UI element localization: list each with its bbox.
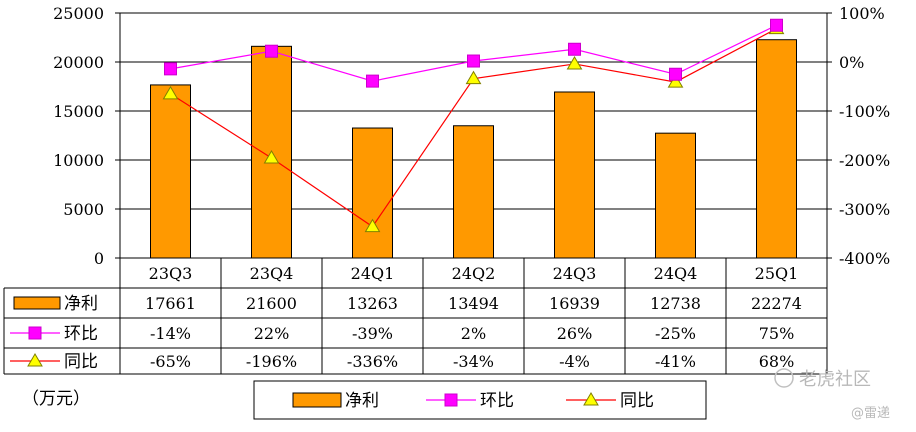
yoy-point-23Q3: [162, 85, 179, 100]
yoy-point-24Q4: [667, 74, 684, 88]
table-cell: 16939: [549, 294, 600, 313]
y-tick-label: 0: [94, 249, 104, 268]
table-cell: -196%: [246, 352, 297, 371]
table-cell: 21600: [246, 294, 297, 313]
bar-24Q1: [352, 127, 393, 259]
y-tick-label: 15000: [53, 102, 104, 121]
y2-tick-label: -400%: [839, 249, 890, 268]
legend-key-bar: [292, 392, 342, 408]
legend: 净利 环比 同比: [253, 380, 707, 420]
row-header-label: 环比: [64, 324, 98, 344]
axes-group: 0 5000 10000 15000 20000 25000 -400% -300% -200%…: [53, 4, 890, 268]
yoy-point-24Q1: [364, 218, 381, 233]
yoy-point-23Q4: [263, 150, 280, 164]
qoq-point-24Q4: [669, 67, 682, 81]
table-cell: -39%: [352, 324, 393, 343]
qoq-point-24Q3: [568, 42, 581, 56]
y-tick-label: 5000: [63, 200, 104, 219]
y-tick-label: 10000: [53, 151, 104, 170]
legend-key-marker: [583, 392, 599, 406]
x-tick-label: 24Q4: [654, 264, 698, 283]
bar-24Q2: [453, 125, 494, 259]
bar-24Q3: [554, 91, 595, 259]
table-cell: -34%: [453, 352, 494, 371]
table-cell: 12738: [650, 294, 701, 313]
table-cell: 13494: [448, 294, 499, 313]
table-cell: -41%: [655, 352, 696, 371]
misc-group: （万元） 老虎社区 @雷递: [22, 368, 890, 421]
bar-23Q3: [150, 84, 191, 259]
x-tick-label: 25Q1: [755, 264, 799, 283]
legend-label: 环比: [480, 391, 514, 411]
table-cell: -14%: [150, 324, 191, 343]
table-cell: 2%: [461, 324, 486, 343]
bar-25Q1: [756, 39, 797, 259]
qoq-point-24Q2: [467, 54, 480, 68]
table-cell: 75%: [759, 324, 795, 343]
table-cell: 22274: [751, 294, 802, 313]
legend-label: 净利: [345, 391, 379, 411]
watermark-text: 老虎社区: [799, 369, 871, 390]
y2-tick-label: 100%: [839, 4, 885, 23]
yoy-point-24Q3: [566, 55, 583, 70]
bar-series-group: [150, 39, 797, 259]
qoq-point-24Q1: [366, 74, 379, 88]
table-cell: 13263: [347, 294, 398, 313]
table-cell: -25%: [655, 324, 696, 343]
row-header-label: 同比: [64, 352, 98, 372]
bar-24Q4: [655, 132, 696, 259]
table-cell: -65%: [150, 352, 191, 371]
yoy-point-24Q2: [465, 70, 482, 85]
watermark-logo-icon: [774, 368, 794, 388]
watermark-subtext: @雷递: [851, 406, 890, 421]
y2-tick-label: -300%: [839, 200, 890, 219]
table-cell: 17661: [145, 294, 196, 313]
y2-tick-label: 0%: [839, 53, 864, 72]
row-key-marker: [28, 326, 42, 340]
x-tick-label: 23Q3: [149, 264, 193, 283]
table-cell: -336%: [347, 352, 398, 371]
x-tick-label: 24Q2: [452, 264, 496, 283]
y2-tick-label: -100%: [839, 102, 890, 121]
qoq-point-25Q1: [770, 18, 783, 32]
legend-key-marker: [444, 393, 458, 407]
y-tick-label: 20000: [53, 53, 104, 72]
table-cell: 22%: [254, 324, 290, 343]
row-key-bar: [13, 296, 61, 310]
unit-label: （万元）: [22, 389, 90, 409]
table-cell: 26%: [557, 324, 593, 343]
legend-label: 同比: [620, 391, 654, 411]
data-table: 23Q3 23Q4 24Q1 24Q2 24Q3 24Q4 25Q1 净利 17661 21600…: [3, 257, 828, 375]
row-key-marker: [27, 353, 43, 367]
x-tick-label: 23Q4: [250, 264, 294, 283]
line-series-group: [162, 18, 785, 233]
y2-tick-label: -200%: [839, 151, 890, 170]
qoq-point-23Q3: [164, 62, 177, 76]
x-tick-label: 24Q3: [553, 264, 597, 283]
table-cell: -4%: [559, 352, 590, 371]
y-tick-label: 25000: [53, 4, 104, 23]
x-tick-label: 24Q1: [351, 264, 395, 283]
row-header-label: 净利: [64, 294, 98, 314]
table-cell: 68%: [759, 352, 795, 371]
qoq-point-23Q4: [265, 44, 278, 58]
